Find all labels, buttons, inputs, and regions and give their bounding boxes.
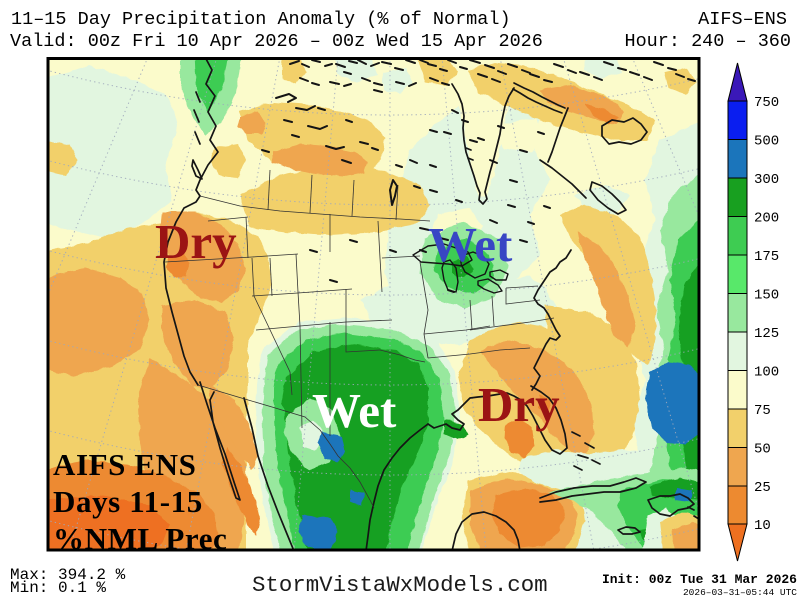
svg-text:Hour: 240 – 360: Hour: 240 – 360 xyxy=(624,31,791,52)
svg-text:25: 25 xyxy=(754,480,771,496)
svg-text:50: 50 xyxy=(754,442,771,458)
svg-text:Init: 00z Tue 31 Mar 2026: Init: 00z Tue 31 Mar 2026 xyxy=(602,572,797,587)
svg-text:150: 150 xyxy=(754,288,779,304)
svg-text:11–15 Day Precipitation Anomal: 11–15 Day Precipitation Anomaly (% of No… xyxy=(11,9,511,30)
svg-text:AIFS ENS: AIFS ENS xyxy=(53,447,196,482)
svg-text:Dry: Dry xyxy=(478,377,560,432)
svg-text:10: 10 xyxy=(754,518,771,534)
svg-text:Wet: Wet xyxy=(312,383,397,438)
svg-text:%NML Prec: %NML Prec xyxy=(53,521,227,556)
svg-text:125: 125 xyxy=(754,326,779,342)
svg-text:Dry: Dry xyxy=(155,214,237,269)
svg-text:Valid: 00z Fri 10 Apr 2026 – 0: Valid: 00z Fri 10 Apr 2026 – 00z Wed 15 … xyxy=(10,31,543,52)
svg-text:AIFS–ENS: AIFS–ENS xyxy=(698,9,787,30)
svg-text:Min: 0.1 %: Min: 0.1 % xyxy=(10,579,106,597)
svg-text:200: 200 xyxy=(754,211,779,227)
svg-text:Max: 394.2 %: Max: 394.2 % xyxy=(10,566,126,584)
svg-text:750: 750 xyxy=(754,95,779,111)
svg-text:2026–03–31–05:44 UTC: 2026–03–31–05:44 UTC xyxy=(683,587,797,598)
svg-text:Wet: Wet xyxy=(428,217,513,272)
svg-text:Days 11-15: Days 11-15 xyxy=(53,484,203,519)
svg-text:75: 75 xyxy=(754,403,771,419)
svg-text:100: 100 xyxy=(754,365,779,381)
svg-text:StormVistaWxModels.com: StormVistaWxModels.com xyxy=(252,572,548,598)
svg-text:175: 175 xyxy=(754,249,779,265)
svg-text:500: 500 xyxy=(754,134,779,150)
svg-text:300: 300 xyxy=(754,172,779,188)
